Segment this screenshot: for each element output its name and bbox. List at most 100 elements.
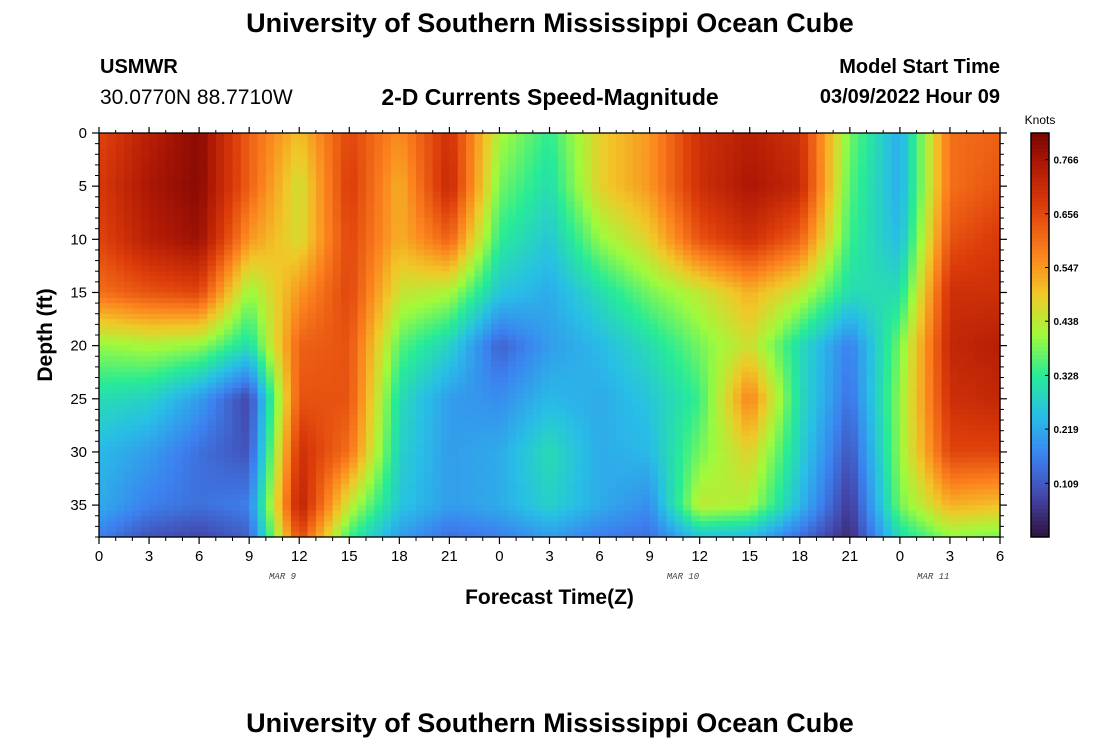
- heatmap-cell: [207, 287, 217, 294]
- heatmap-cell: [349, 191, 359, 198]
- heatmap-cell: [149, 276, 158, 283]
- heatmap-cell: [507, 154, 517, 161]
- heatmap-cell: [382, 366, 392, 373]
- heatmap-cell: [899, 202, 909, 209]
- heatmap-cell: [532, 265, 542, 272]
- heatmap-cell: [324, 356, 334, 363]
- heatmap-cell: [124, 271, 133, 278]
- heatmap-cell: [949, 329, 959, 336]
- heatmap-cell: [866, 239, 876, 246]
- heatmap-cell: [132, 180, 142, 187]
- heatmap-cell: [149, 255, 158, 262]
- heatmap-cell: [591, 133, 601, 139]
- heatmap-cell: [390, 212, 400, 219]
- heatmap-cell: [599, 159, 609, 166]
- heatmap-cell: [966, 202, 976, 209]
- heatmap-cell: [257, 292, 267, 299]
- heatmap-cell: [824, 356, 834, 363]
- heatmap-cell: [324, 271, 334, 278]
- heatmap-cell: [833, 159, 843, 166]
- heatmap-cell: [157, 148, 167, 155]
- heatmap-cell: [816, 202, 826, 209]
- heatmap-cell: [499, 218, 509, 224]
- heatmap-cell: [783, 164, 793, 171]
- heatmap-cell: [466, 303, 476, 310]
- heatmap-cell: [741, 138, 751, 145]
- heatmap-cell: [657, 281, 667, 288]
- heatmap-cell: [407, 313, 417, 320]
- heatmap-cell: [983, 335, 993, 341]
- heatmap-cell: [824, 170, 834, 177]
- heatmap-cell: [365, 249, 375, 256]
- heatmap-cells: [99, 133, 1001, 538]
- heatmap-cell: [883, 324, 893, 331]
- heatmap-cell: [733, 143, 742, 150]
- heatmap-cell: [874, 356, 884, 363]
- heatmap-cell: [883, 143, 893, 150]
- heatmap-cell: [799, 361, 809, 368]
- heatmap-cell: [699, 340, 709, 347]
- heatmap-cell: [416, 313, 425, 320]
- heatmap-cell: [290, 207, 300, 214]
- heatmap-cell: [941, 361, 951, 368]
- heatmap-cell: [833, 366, 843, 373]
- heatmap-cell: [516, 260, 526, 267]
- heatmap-cell: [390, 271, 400, 278]
- heatmap-cell: [99, 234, 108, 240]
- heatmap-cell: [232, 138, 242, 145]
- heatmap-cell: [240, 372, 250, 379]
- heatmap-cell: [674, 175, 684, 182]
- heatmap-cell: [491, 335, 501, 341]
- heatmap-cell: [365, 186, 375, 193]
- heatmap-cell: [307, 186, 317, 193]
- heatmap-cell: [199, 239, 209, 246]
- heatmap-cell: [349, 324, 359, 331]
- heatmap-cell: [974, 276, 984, 283]
- heatmap-cell: [591, 175, 601, 182]
- heatmap-cell: [449, 335, 459, 341]
- heatmap-cell: [908, 202, 918, 209]
- heatmap-cell: [749, 207, 759, 214]
- heatmap-cell: [733, 319, 742, 325]
- heatmap-cell: [499, 276, 509, 283]
- heatmap-cell: [265, 164, 275, 171]
- heatmap-cell: [290, 244, 300, 251]
- heatmap-cell: [883, 218, 893, 224]
- heatmap-cell: [516, 170, 526, 177]
- heatmap-cell: [340, 361, 350, 368]
- heatmap-cell: [791, 255, 801, 262]
- heatmap-cell: [749, 255, 759, 262]
- heatmap-cell: [566, 313, 576, 320]
- heatmap-cell: [115, 265, 125, 272]
- heatmap-cell: [132, 297, 142, 304]
- heatmap-cell: [332, 133, 342, 139]
- heatmap-cell: [524, 324, 534, 331]
- heatmap-cell: [991, 335, 1001, 341]
- heatmap-cell: [841, 228, 851, 235]
- heatmap-cell: [491, 175, 501, 182]
- heatmap-cell: [140, 265, 150, 272]
- heatmap-cell: [516, 186, 526, 193]
- heatmap-cell: [674, 361, 684, 368]
- heatmap-cell: [816, 308, 826, 315]
- heatmap-cell: [841, 281, 851, 288]
- heatmap-cell: [624, 335, 634, 341]
- heatmap-cell: [991, 255, 1001, 262]
- heatmap-cell: [566, 345, 576, 352]
- heatmap-cell: [682, 191, 692, 198]
- heatmap-cell: [924, 186, 934, 193]
- heatmap-cell: [532, 207, 542, 214]
- heatmap-cell: [908, 223, 918, 230]
- heatmap-cell: [591, 159, 601, 166]
- heatmap-cell: [816, 313, 826, 320]
- heatmap-cell: [382, 335, 392, 341]
- heatmap-cell: [257, 324, 267, 331]
- heatmap-cell: [332, 303, 342, 310]
- heatmap-cell: [699, 292, 709, 299]
- heatmap-cell: [574, 138, 584, 145]
- heatmap-cell: [933, 170, 943, 177]
- heatmap-cell: [424, 148, 434, 155]
- heatmap-cell: [340, 175, 350, 182]
- heatmap-cell: [416, 276, 425, 283]
- heatmap-cell: [599, 191, 609, 198]
